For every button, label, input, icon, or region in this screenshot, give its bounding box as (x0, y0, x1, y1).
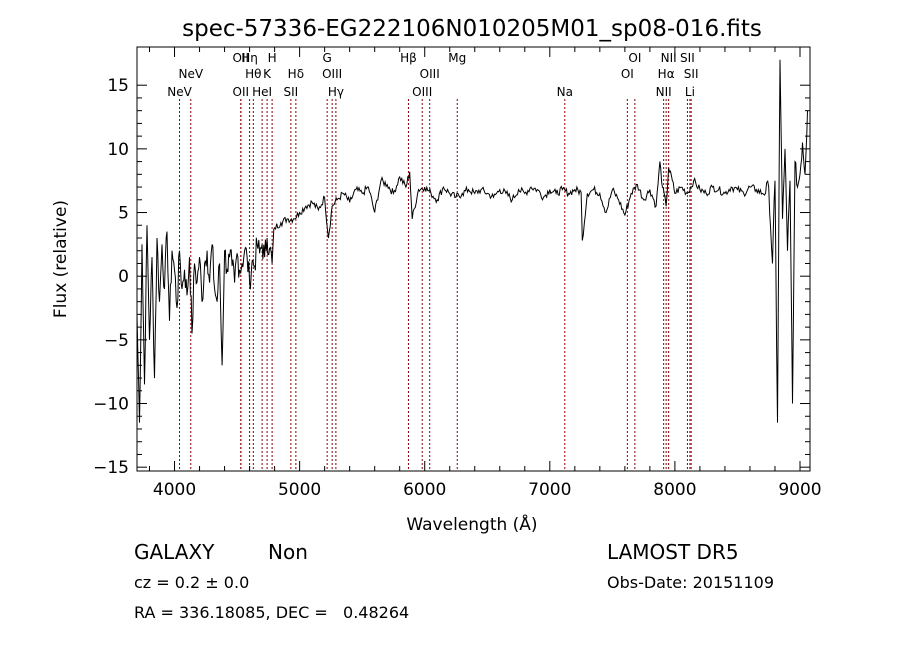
emission-line-label: OI (628, 51, 641, 65)
spectrum-line (136, 59, 808, 423)
emission-line-label: Li (685, 85, 695, 99)
object-class: GALAXY (134, 540, 215, 564)
emission-line-labels: NeVNeVOIIOIIHηHθHeIKHSIIHδGOIIIHγHβOIIIO… (167, 51, 698, 99)
object-subclass: Non (268, 540, 308, 564)
x-tick-label: 9000 (778, 480, 821, 500)
emission-line-label: Hβ (400, 51, 417, 65)
emission-line-label: NeV (167, 85, 192, 99)
emission-line-label: OII (233, 51, 250, 65)
x-axis-label: Wavelength (Å) (406, 513, 537, 535)
emission-line-label: H (268, 51, 277, 65)
emission-line-label: Hη (241, 51, 258, 65)
coordinates: RA = 336.18085, DEC = 0.48264 (134, 603, 410, 622)
y-tick-label: 5 (118, 204, 129, 224)
emission-line-label: OIII (322, 67, 342, 81)
emission-line-label: K (263, 67, 272, 81)
x-tick-label: 6000 (403, 480, 446, 500)
emission-line-label: OIII (420, 67, 440, 81)
emission-line-label: OII (233, 85, 250, 99)
survey-name: LAMOST DR5 (607, 540, 739, 564)
emission-line-label: SII (284, 85, 299, 99)
plot-frame (136, 46, 811, 472)
emission-line-label: Hγ (328, 85, 344, 99)
emission-line-label: NII (656, 85, 672, 99)
emission-line-label: NII (661, 51, 677, 65)
emission-line-label: OI (621, 67, 634, 81)
y-tick-label: 0 (118, 267, 129, 287)
x-tick-label: 8000 (653, 480, 696, 500)
chart-title: spec-57336-EG222106N010205M01_sp08-016.f… (182, 16, 762, 42)
emission-line-label: NeV (179, 67, 204, 81)
x-tick-label: 4000 (153, 480, 196, 500)
x-axis: 4000 5000 6000 7000 8000 9000 (149, 47, 822, 500)
emission-line-label: G (322, 51, 331, 65)
emission-line-label: Hα (658, 67, 675, 81)
obs-date: Obs-Date: 20151109 (607, 573, 775, 592)
emission-line-label: Hθ (245, 67, 261, 81)
y-axis: −15 −10 −5 0 5 10 15 (93, 76, 810, 478)
redshift-value: cz = 0.2 ± 0.0 (134, 573, 250, 592)
y-axis-label: Flux (relative) (51, 200, 71, 318)
y-tick-label: −5 (104, 331, 129, 351)
y-tick-label: 15 (107, 76, 129, 96)
emission-line-label: Na (557, 85, 573, 99)
y-tick-label: −10 (93, 395, 129, 415)
emission-line-label: SII (680, 51, 695, 65)
x-tick-label: 5000 (278, 480, 321, 500)
emission-line-label: HeI (252, 85, 272, 99)
y-tick-label: −15 (93, 458, 129, 478)
emission-line-markers (179, 99, 692, 471)
emission-line-label: Mg (448, 51, 466, 65)
y-tick-label: 10 (107, 140, 129, 160)
x-tick-label: 7000 (528, 480, 571, 500)
emission-line-label: SII (684, 67, 699, 81)
emission-line-label: OIII (412, 85, 432, 99)
emission-line-label: Hδ (288, 67, 304, 81)
